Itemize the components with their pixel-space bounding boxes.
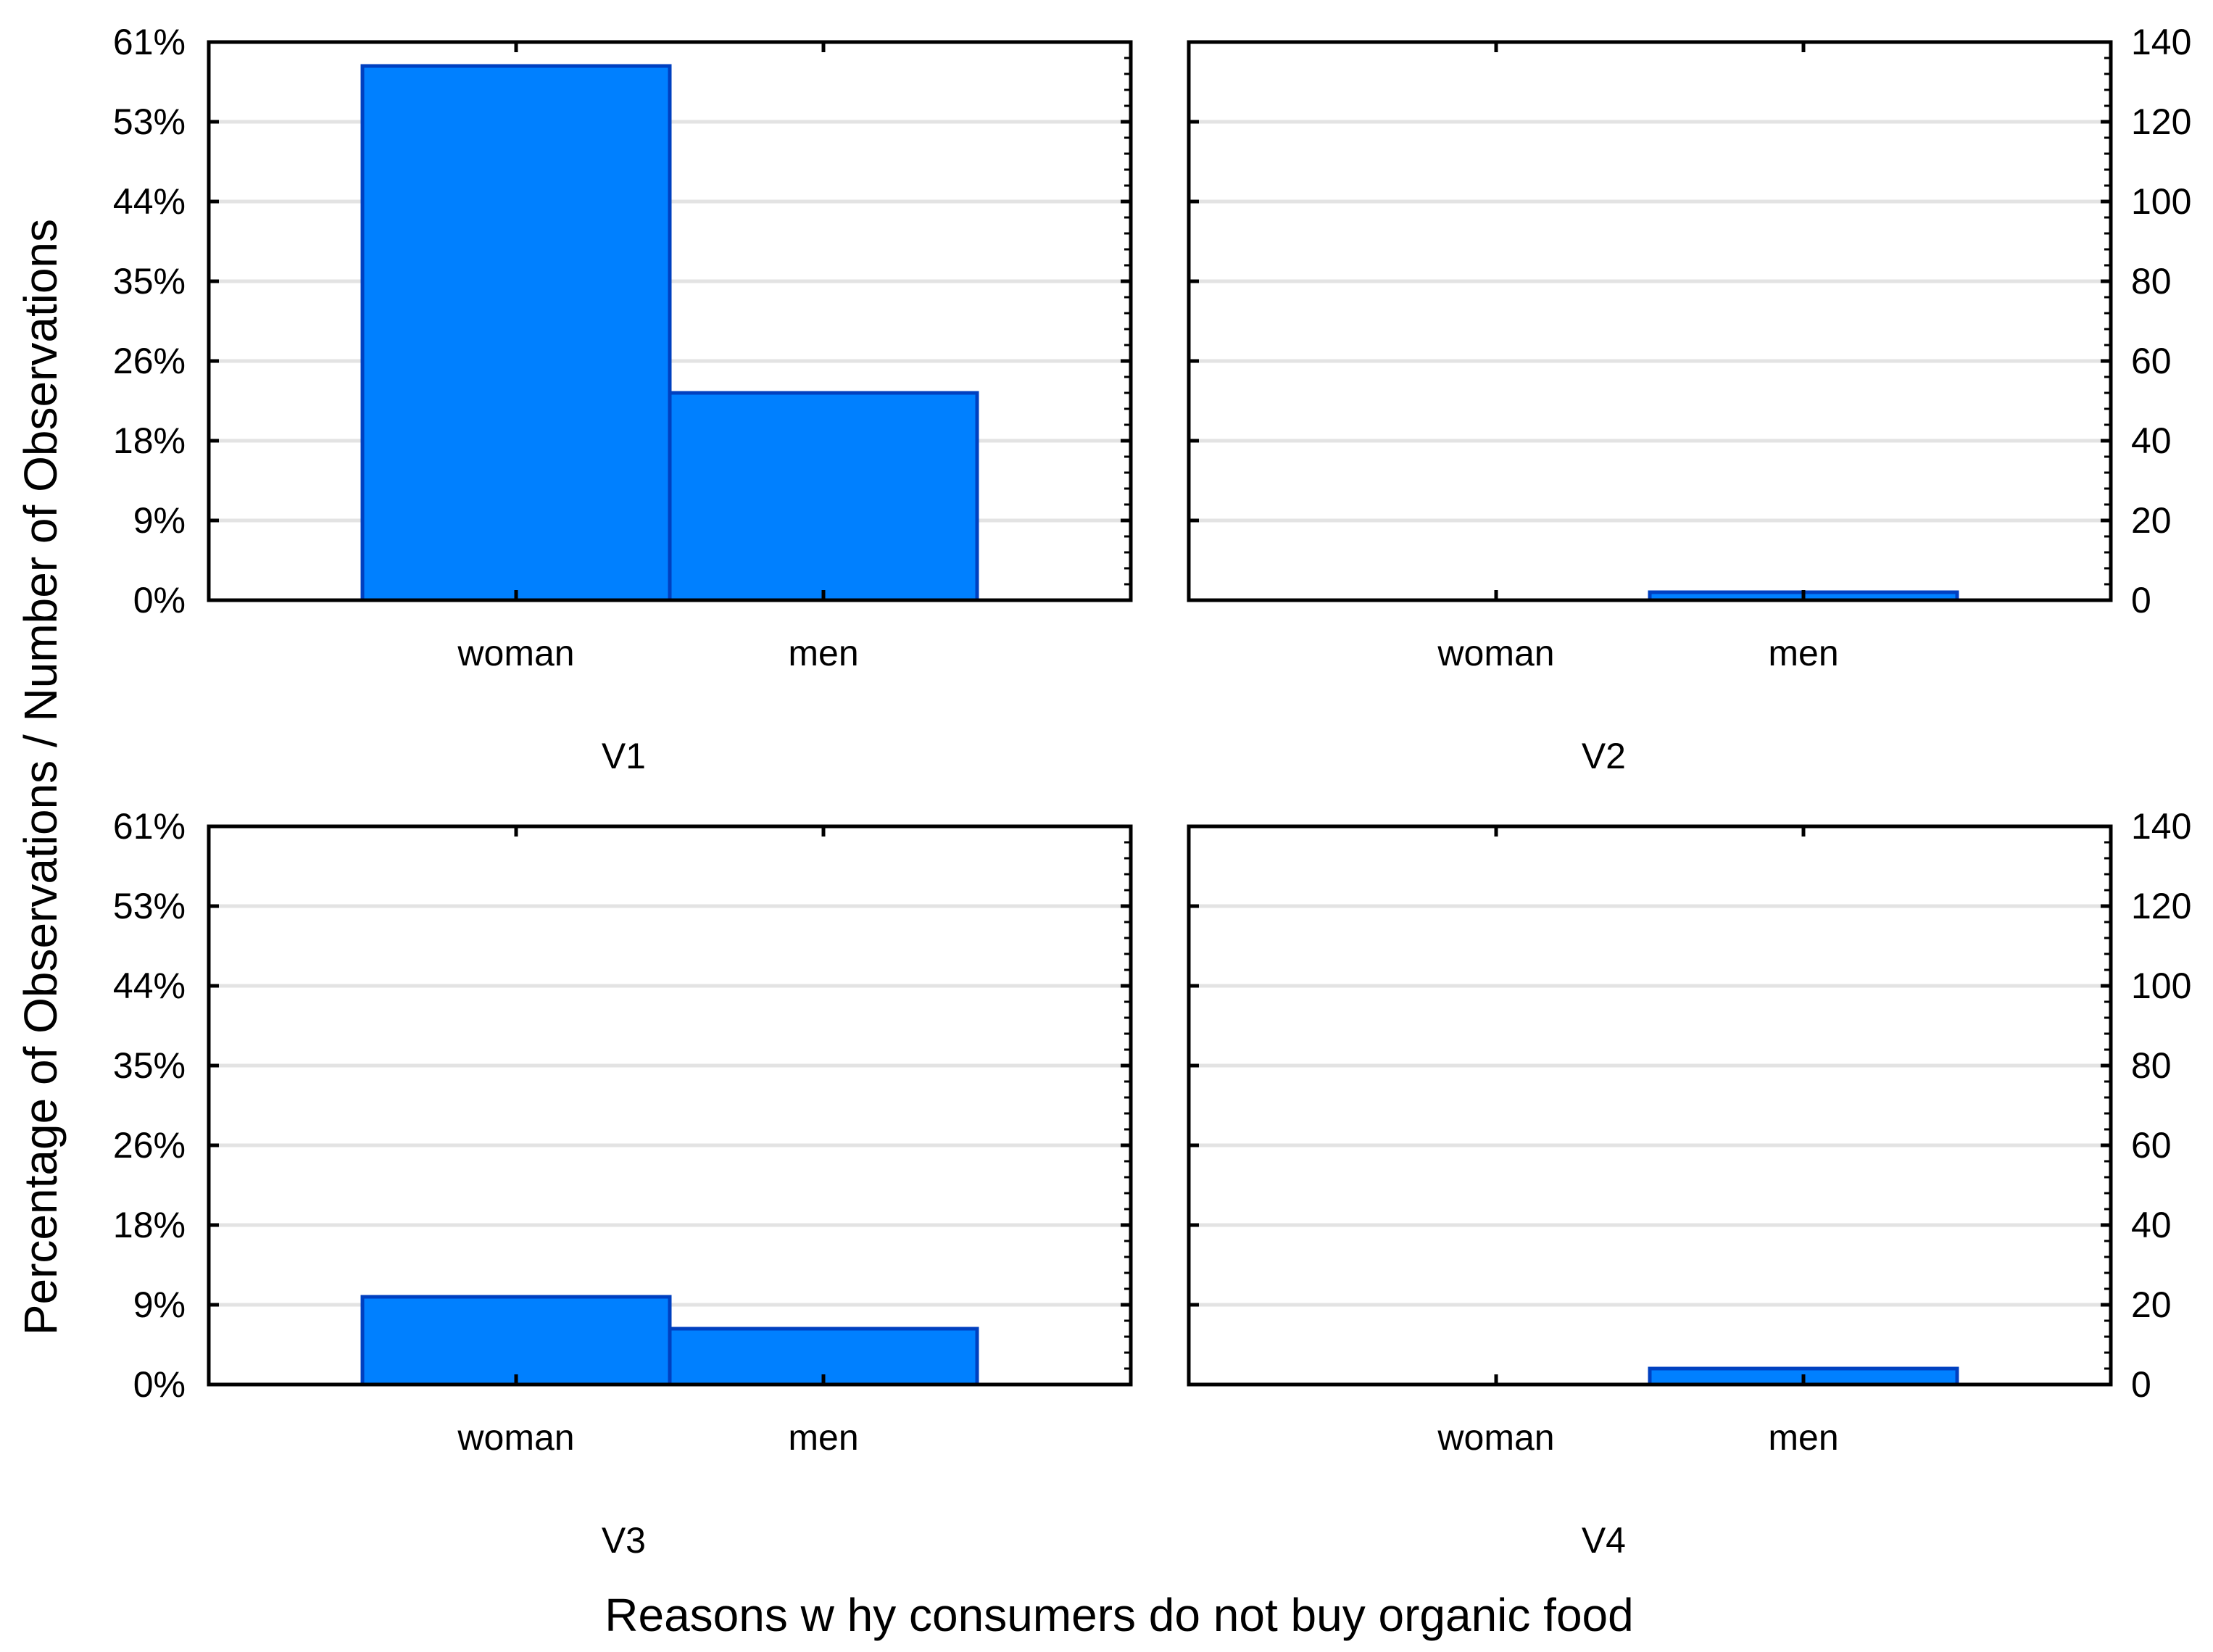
- y-tick-label-percent: 0%: [133, 1364, 186, 1405]
- y-axis-title: Percentage of Observations / Number of O…: [14, 219, 67, 1335]
- y-tick-label-percent: 18%: [113, 1205, 186, 1245]
- y-tick-label-percent: 53%: [113, 101, 186, 142]
- plot-frame: [1187, 40, 2113, 602]
- panel-title: V3: [602, 1520, 646, 1561]
- y-tick-label-percent: 26%: [113, 341, 186, 381]
- y-tick-label-count: 140: [2131, 22, 2191, 62]
- x-tick-label: men: [788, 633, 858, 673]
- y-tick-label-percent: 35%: [113, 1045, 186, 1086]
- y-tick-label-count: 80: [2131, 261, 2172, 302]
- y-tick-label-count: 60: [2131, 341, 2172, 381]
- y-tick-label-percent: 18%: [113, 420, 186, 461]
- x-tick-label: woman: [1437, 633, 1554, 673]
- y-tick-label-count: 60: [2131, 1125, 2172, 1166]
- x-tick-label: woman: [1437, 1417, 1554, 1458]
- y-tick-label-count: 20: [2131, 500, 2172, 541]
- x-tick-label: men: [1768, 1417, 1838, 1458]
- y-tick-label-count: 0: [2131, 1364, 2151, 1405]
- y-tick-label-percent: 61%: [113, 22, 186, 62]
- x-tick-label: woman: [457, 633, 574, 673]
- x-tick-label: men: [1768, 633, 1838, 673]
- x-tick-label: woman: [457, 1417, 574, 1458]
- y-tick-label-percent: 61%: [113, 806, 186, 847]
- bar-woman-v3: [360, 1295, 672, 1387]
- panel-v3: woman men 0% 9% 18% 26% 35% 44% 53% 61% V3: [113, 806, 1133, 1561]
- y-tick-label-count: 140: [2131, 806, 2191, 847]
- panel-title: V4: [1582, 1520, 1626, 1561]
- panel-v1: woman men 0% 9% 18% 26% 35% 44% 53% 61% V1: [113, 22, 1133, 776]
- panel-v4: woman men 0 20 40 60 80 100 120 140 V4: [1187, 806, 2191, 1561]
- plot-frame: [207, 824, 1133, 1387]
- y-tick-label-percent: 9%: [133, 1284, 186, 1325]
- y-tick-label-percent: 9%: [133, 500, 186, 541]
- bar-men-v1: [668, 391, 979, 602]
- y-tick-label-count: 100: [2131, 181, 2191, 222]
- y-tick-label-percent: 0%: [133, 580, 186, 620]
- panel-title: V2: [1582, 736, 1626, 776]
- y-tick-label-count: 120: [2131, 886, 2191, 926]
- plot-frame: [1187, 824, 2113, 1387]
- y-tick-label-percent: 35%: [113, 261, 186, 302]
- panel-title: V1: [602, 736, 646, 776]
- y-tick-label-count: 40: [2131, 1205, 2172, 1245]
- bar-woman-v1: [360, 64, 672, 602]
- y-tick-label-count: 80: [2131, 1045, 2172, 1086]
- y-tick-label-count: 40: [2131, 420, 2172, 461]
- y-tick-label-count: 120: [2131, 101, 2191, 142]
- y-tick-label-count: 100: [2131, 966, 2191, 1006]
- x-axis-title: Reasons w hy consumers do not buy organi…: [605, 1589, 1633, 1641]
- y-tick-label-count: 0: [2131, 580, 2151, 620]
- y-tick-label-percent: 44%: [113, 181, 186, 222]
- x-tick-label: men: [788, 1417, 858, 1458]
- y-tick-label-percent: 44%: [113, 966, 186, 1006]
- y-tick-label-count: 20: [2131, 1284, 2172, 1325]
- panel-v2: woman men 0 20 40 60 80 100 120 140 V2: [1187, 22, 2191, 776]
- plot-frame: [207, 40, 1133, 602]
- y-tick-label-percent: 53%: [113, 886, 186, 926]
- y-tick-label-percent: 26%: [113, 1125, 186, 1166]
